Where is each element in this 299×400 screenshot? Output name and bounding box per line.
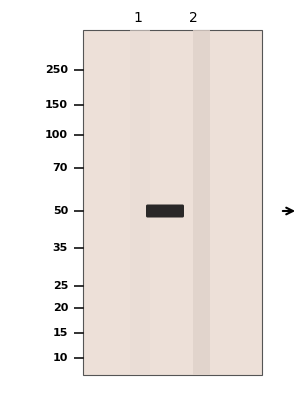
FancyBboxPatch shape (146, 204, 184, 218)
Text: 150: 150 (45, 100, 68, 110)
Text: 15: 15 (53, 328, 68, 338)
Text: 100: 100 (45, 130, 68, 140)
Text: 50: 50 (53, 206, 68, 216)
Bar (130, 30, 150, 375)
Text: 25: 25 (53, 281, 68, 291)
Text: 10: 10 (53, 353, 68, 363)
Text: 2: 2 (189, 11, 197, 25)
Text: 1: 1 (134, 11, 142, 25)
Bar (83, 30, 262, 375)
Text: 250: 250 (45, 65, 68, 75)
Text: 70: 70 (53, 163, 68, 173)
Bar (193, 30, 210, 375)
Text: 35: 35 (53, 243, 68, 253)
Text: 20: 20 (53, 303, 68, 313)
